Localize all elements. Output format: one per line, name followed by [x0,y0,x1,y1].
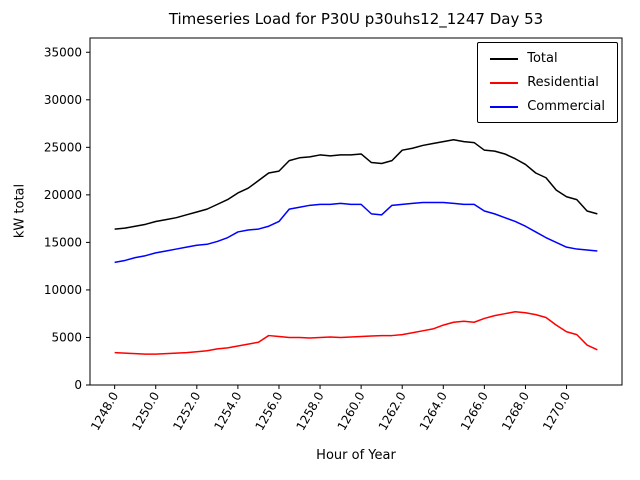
x-tick-label: 1264.0 [417,390,450,433]
y-tick-label: 10000 [44,283,82,297]
x-tick-label: 1260.0 [335,390,368,433]
series-line-residential [114,311,598,355]
legend-label-total: Total [527,51,558,66]
chart-title: Timeseries Load for P30U p30uhs12_1247 D… [168,10,544,28]
x-tick-label: 1258.0 [294,390,327,433]
y-tick-label: 30000 [44,93,82,107]
x-tick-label: 1256.0 [252,390,285,433]
legend-line-residential [490,81,519,84]
x-tick-label: 1262.0 [376,390,409,433]
legend-label-commercial: Commercial [527,99,605,114]
legend-entry-total: Total [490,51,605,66]
legend-line-total [490,57,519,60]
legend-entry-commercial: Commercial [490,99,605,114]
series-line-commercial [114,201,598,264]
y-tick-label: 35000 [44,45,82,59]
y-tick-label: 5000 [51,330,82,344]
x-tick-label: 1248.0 [88,390,121,433]
x-tick-label: 1250.0 [129,390,162,433]
y-axis-label: kW total [12,183,28,239]
axes-box [89,37,623,386]
x-tick-label: 1254.0 [211,390,244,433]
x-axis-label: Hour of Year [316,448,396,463]
x-tick-label: 1270.0 [540,390,573,433]
series-line-total [114,138,598,230]
y-tick-label: 0 [74,378,82,392]
x-tick-label: 1266.0 [458,390,491,433]
y-tick-label: 25000 [44,140,82,154]
x-tick-label: 1252.0 [170,390,203,433]
y-tick-label: 20000 [44,188,82,202]
legend-entry-residential: Residential [490,75,605,90]
y-tick-label: 15000 [44,235,82,249]
x-tick-label: 1268.0 [499,390,532,433]
legend-line-commercial [490,105,519,108]
legend: Total Residential Commercial [477,42,618,123]
legend-label-residential: Residential [527,75,599,90]
